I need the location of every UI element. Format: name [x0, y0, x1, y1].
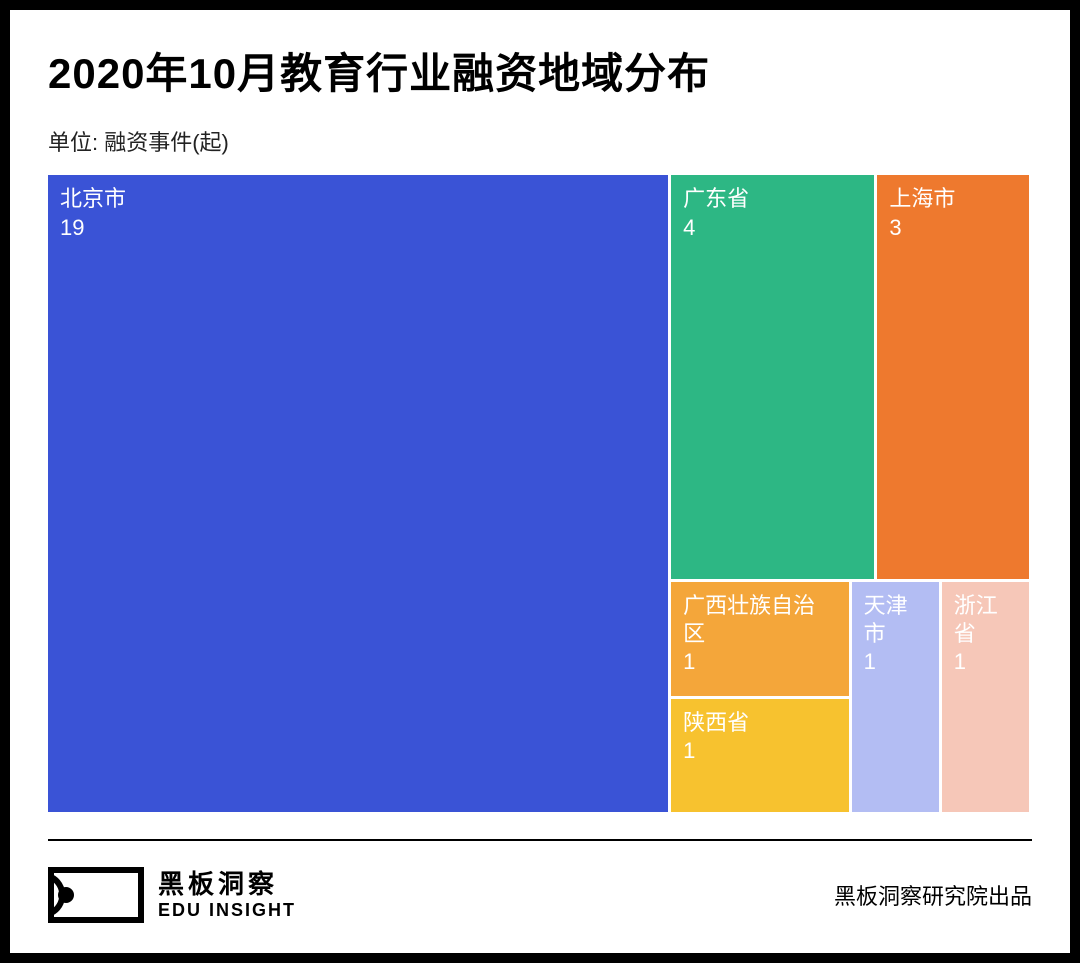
brand-name-en: EDU INSIGHT: [158, 900, 296, 921]
treemap-tile-shanghai: 上海市3: [877, 175, 1029, 579]
brand-logo-icon: [48, 867, 144, 923]
card: 2020年10月教育行业融资地域分布 单位: 融资事件(起) 北京市19广东省4…: [10, 10, 1070, 953]
chart-title: 2020年10月教育行业融资地域分布: [48, 40, 1032, 101]
tile-label: 广东省: [683, 185, 862, 213]
tile-value: 1: [683, 649, 836, 675]
chart-subtitle: 单位: 融资事件(起): [48, 125, 1032, 157]
tile-value: 1: [954, 649, 1017, 675]
treemap-tile-guangdong: 广东省4: [671, 175, 874, 579]
tile-label: 北京市: [60, 185, 656, 213]
brand: 黑板洞察 EDU INSIGHT: [48, 867, 296, 923]
tile-label: 陕西省: [683, 709, 836, 737]
tile-label: 天津市: [864, 592, 927, 647]
footer: 黑板洞察 EDU INSIGHT 黑板洞察研究院出品: [48, 857, 1032, 933]
treemap-tile-tianjin: 天津市1: [852, 582, 939, 812]
credit-text: 黑板洞察研究院出品: [834, 879, 1032, 911]
treemap-chart: 北京市19广东省4上海市3广西壮族自治区1陕西省1天津市1浙江省1: [48, 175, 1032, 815]
tile-label: 浙江省: [954, 592, 1017, 647]
treemap-tile-zhejiang: 浙江省1: [942, 582, 1029, 812]
treemap-tile-guangxi: 广西壮族自治区1: [671, 582, 848, 695]
brand-text: 黑板洞察 EDU INSIGHT: [158, 870, 296, 921]
tile-label: 上海市: [889, 185, 1017, 213]
tile-value: 1: [864, 649, 927, 675]
tile-label: 广西壮族自治区: [683, 592, 836, 647]
brand-name-cn: 黑板洞察: [158, 870, 296, 900]
treemap-tile-shaanxi: 陕西省1: [671, 699, 848, 812]
footer-divider: [48, 839, 1032, 841]
tile-value: 19: [60, 215, 656, 241]
treemap-tile-beijing: 北京市19: [48, 175, 668, 812]
tile-value: 1: [683, 738, 836, 764]
tile-value: 3: [889, 215, 1017, 241]
tile-value: 4: [683, 215, 862, 241]
